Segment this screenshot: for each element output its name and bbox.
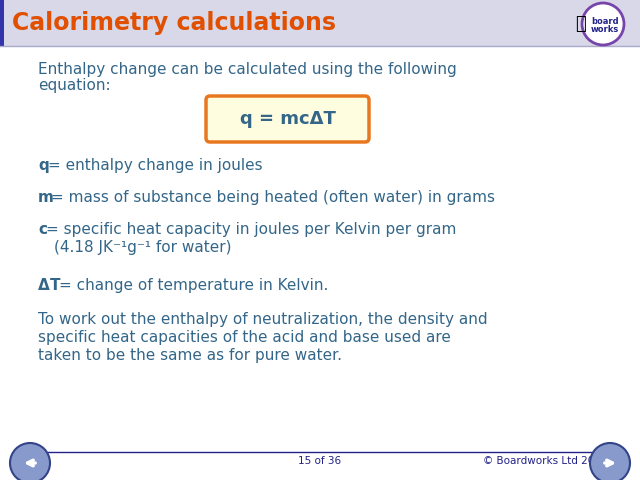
Text: To work out the enthalpy of neutralization, the density and: To work out the enthalpy of neutralizati… — [38, 312, 488, 327]
Text: Enthalpy change can be calculated using the following: Enthalpy change can be calculated using … — [38, 62, 457, 77]
FancyBboxPatch shape — [0, 0, 4, 46]
Text: = enthalpy change in joules: = enthalpy change in joules — [48, 158, 262, 173]
Text: (4.18 JK⁻¹g⁻¹ for water): (4.18 JK⁻¹g⁻¹ for water) — [54, 240, 232, 255]
Circle shape — [10, 443, 50, 480]
FancyBboxPatch shape — [0, 0, 640, 46]
Text: q = mcΔT: q = mcΔT — [239, 110, 335, 128]
Text: equation:: equation: — [38, 78, 111, 93]
Text: specific heat capacities of the acid and base used are: specific heat capacities of the acid and… — [38, 330, 451, 345]
Text: m: m — [38, 190, 54, 205]
FancyBboxPatch shape — [206, 96, 369, 142]
Text: works: works — [591, 25, 619, 35]
Text: Calorimetry calculations: Calorimetry calculations — [12, 11, 336, 35]
Text: Δ: Δ — [38, 278, 50, 293]
Text: taken to be the same as for pure water.: taken to be the same as for pure water. — [38, 348, 342, 363]
Text: 📖: 📖 — [575, 15, 586, 33]
Text: © Boardworks Ltd 2009: © Boardworks Ltd 2009 — [483, 456, 607, 466]
FancyBboxPatch shape — [0, 46, 640, 480]
Text: c: c — [38, 222, 47, 237]
Circle shape — [590, 443, 630, 480]
Text: q: q — [38, 158, 49, 173]
Text: = change of temperature in Kelvin.: = change of temperature in Kelvin. — [59, 278, 328, 293]
Circle shape — [582, 3, 624, 45]
Text: = mass of substance being heated (often water) in grams: = mass of substance being heated (often … — [51, 190, 495, 205]
Text: 15 of 36: 15 of 36 — [298, 456, 342, 466]
Text: T: T — [50, 278, 61, 293]
Text: board: board — [591, 16, 619, 25]
Text: = specific heat capacity in joules per Kelvin per gram: = specific heat capacity in joules per K… — [46, 222, 456, 237]
